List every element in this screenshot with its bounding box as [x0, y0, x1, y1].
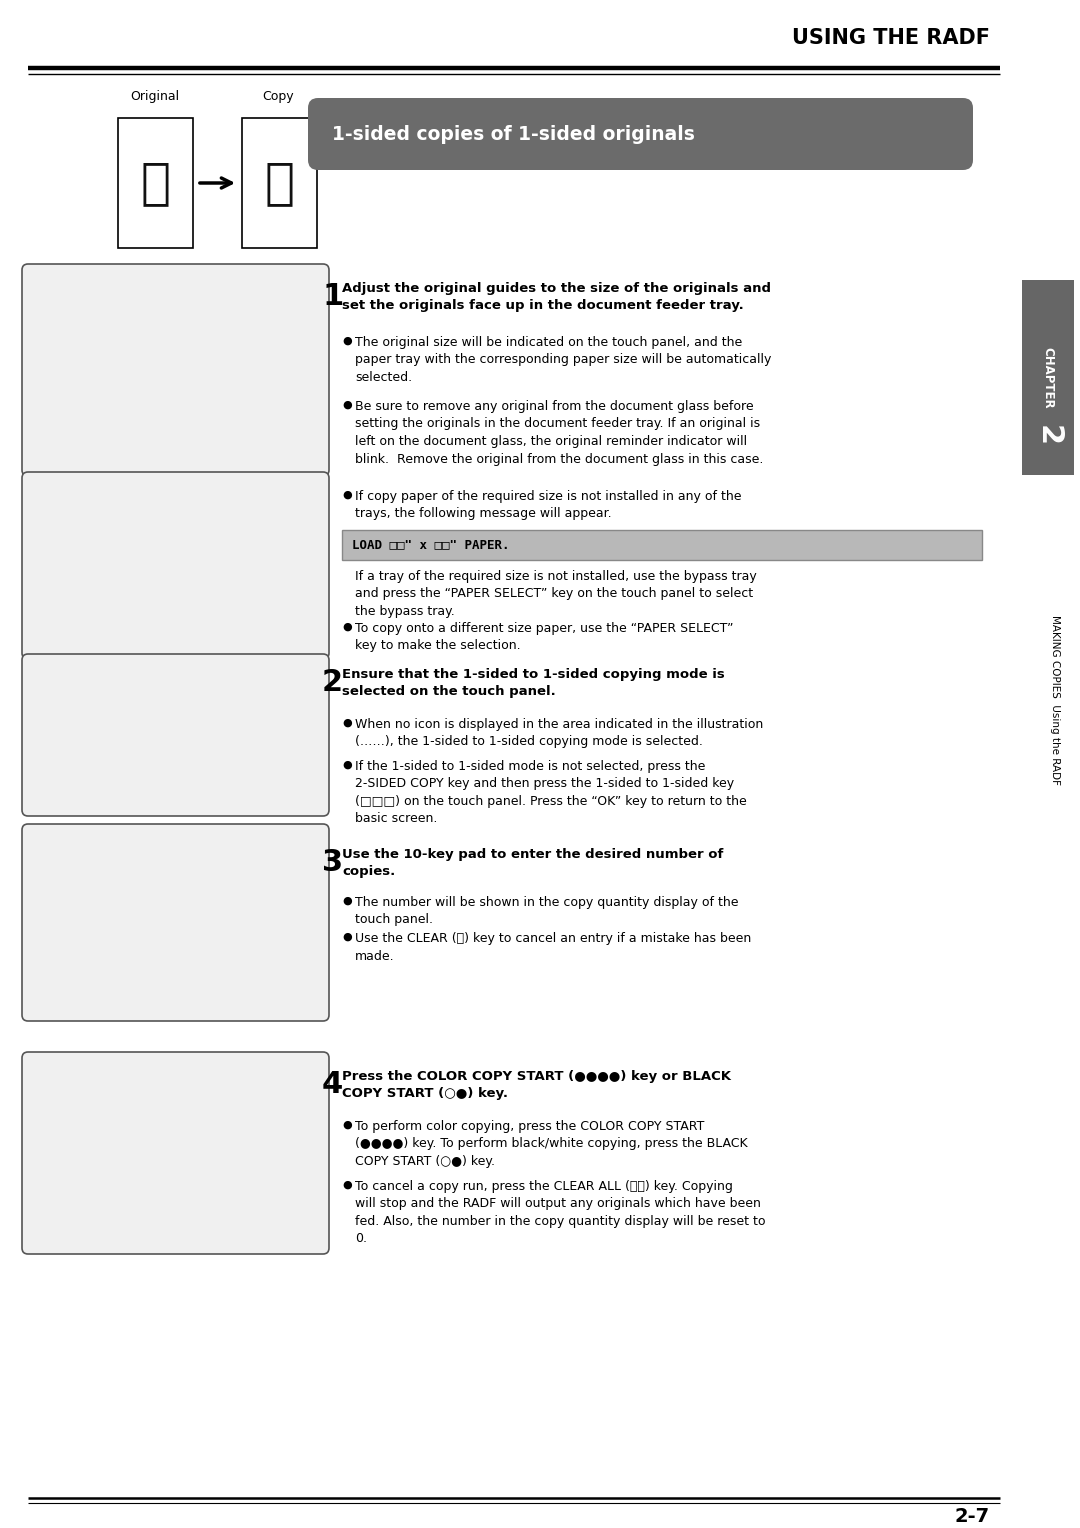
Text: ●: ● [342, 490, 352, 500]
Text: To copy onto a different size paper, use the “PAPER SELECT”
key to make the sele: To copy onto a different size paper, use… [355, 622, 733, 652]
Text: 1-sided copies of 1-sided originals: 1-sided copies of 1-sided originals [332, 124, 694, 144]
Text: The number will be shown in the copy quantity display of the
touch panel.: The number will be shown in the copy qua… [355, 895, 739, 926]
FancyBboxPatch shape [22, 824, 329, 1021]
Text: 2-7: 2-7 [955, 1507, 990, 1525]
Text: If a tray of the required size is not installed, use the bypass tray
and press t: If a tray of the required size is not in… [355, 570, 757, 617]
Text: Use the CLEAR (ⓒ) key to cancel an entry if a mistake has been
made.: Use the CLEAR (ⓒ) key to cancel an entry… [355, 932, 752, 963]
Text: Ensure that the 1-sided to 1-sided copying mode is
selected on the touch panel.: Ensure that the 1-sided to 1-sided copyi… [342, 668, 725, 698]
Text: 🌳: 🌳 [140, 159, 171, 206]
Bar [242, 118, 318, 248]
Text: 4: 4 [322, 1070, 343, 1099]
Text: USING THE RADF: USING THE RADF [792, 28, 990, 47]
Text: ●: ● [342, 622, 352, 633]
Text: ●: ● [342, 759, 352, 770]
Text: CHAPTER: CHAPTER [1041, 347, 1054, 410]
Text: ●: ● [342, 895, 352, 906]
Text: The original size will be indicated on the touch panel, and the
paper tray with : The original size will be indicated on t… [355, 336, 771, 384]
Bar [118, 118, 193, 248]
Text: MAKING COPIES  Using the RADF: MAKING COPIES Using the RADF [1050, 614, 1059, 785]
Text: ●: ● [342, 718, 352, 727]
Text: Original: Original [131, 90, 179, 102]
Text: ●: ● [342, 336, 352, 345]
Text: When no icon is displayed in the area indicated in the illustration
(……), the 1-: When no icon is displayed in the area in… [355, 718, 764, 749]
FancyBboxPatch shape [22, 472, 329, 659]
Text: 2: 2 [1034, 425, 1063, 446]
Text: ●: ● [342, 932, 352, 941]
Text: If copy paper of the required size is not installed in any of the
trays, the fol: If copy paper of the required size is no… [355, 490, 742, 521]
Text: Press the COLOR COPY START (●●●●) key or BLACK
COPY START (○●) key.: Press the COLOR COPY START (●●●●) key or… [342, 1070, 731, 1100]
FancyBboxPatch shape [22, 264, 329, 477]
Text: ●: ● [342, 400, 352, 410]
Text: To perform color copying, press the COLOR COPY START
(●●●●) key. To perform blac: To perform color copying, press the COLO… [355, 1120, 747, 1167]
Text: If the 1-sided to 1-sided mode is not selected, press the
2-SIDED COPY key and t: If the 1-sided to 1-sided mode is not se… [355, 759, 746, 825]
Text: Be sure to remove any original from the document glass before
setting the origin: Be sure to remove any original from the … [355, 400, 764, 466]
Text: 3: 3 [322, 848, 343, 877]
Text: ●: ● [342, 1180, 352, 1190]
FancyBboxPatch shape [22, 1051, 329, 1254]
FancyBboxPatch shape [308, 98, 973, 170]
Text: 🌳: 🌳 [265, 159, 295, 206]
Text: To cancel a copy run, press the CLEAR ALL (ⓒⓐ) key. Copying
will stop and the RA: To cancel a copy run, press the CLEAR AL… [355, 1180, 766, 1245]
Text: Adjust the original guides to the size of the originals and
set the originals fa: Adjust the original guides to the size o… [342, 283, 771, 313]
Bar [1022, 280, 1074, 475]
Text: Use the 10-key pad to enter the desired number of
copies.: Use the 10-key pad to enter the desired … [342, 848, 724, 879]
Text: 2: 2 [322, 668, 343, 697]
Bar [342, 530, 982, 559]
FancyBboxPatch shape [22, 654, 329, 816]
Text: 1: 1 [322, 283, 343, 312]
Text: Copy: Copy [262, 90, 294, 102]
Text: LOAD □□" x □□" PAPER.: LOAD □□" x □□" PAPER. [352, 538, 510, 552]
Text: ●: ● [342, 1120, 352, 1131]
